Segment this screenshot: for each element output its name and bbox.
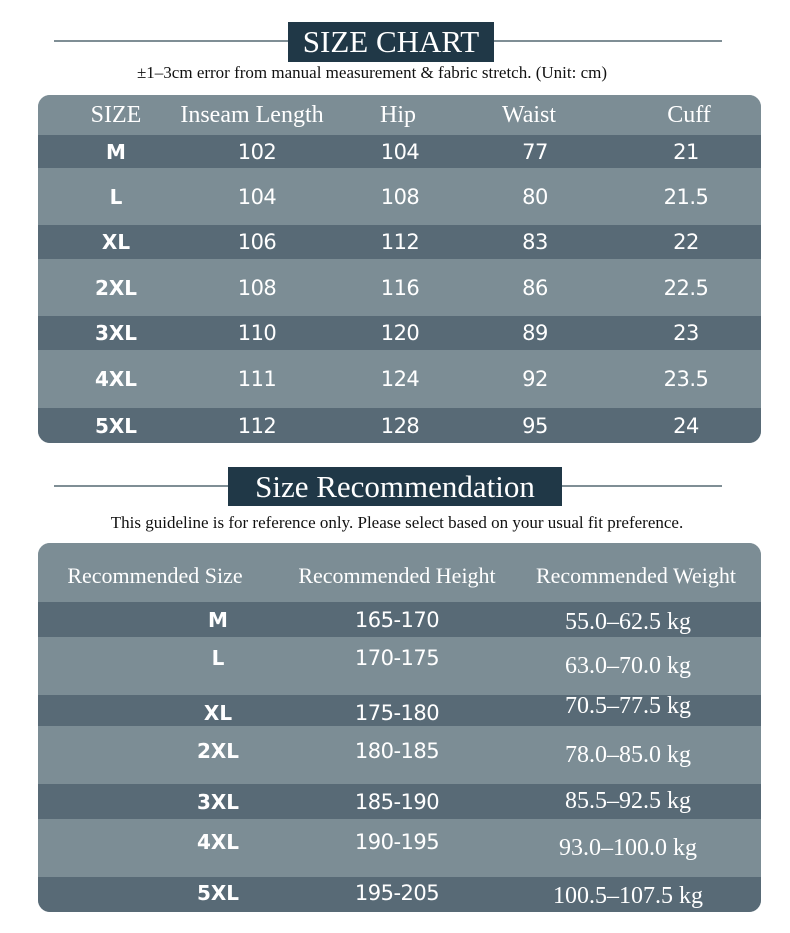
cuff-cell: 21.5: [663, 184, 709, 209]
height-cell: 185-190: [354, 789, 440, 814]
cuff-cell: 21: [673, 139, 699, 164]
hip-cell: 128: [380, 413, 420, 438]
column-header-cuff: Cuff: [667, 101, 711, 128]
column-header-recommended-weight: Recommended Weight: [535, 562, 737, 588]
size-cell: XL: [203, 700, 233, 725]
hip-cell: 112: [380, 230, 420, 254]
column-header-waist: Waist: [501, 101, 557, 128]
recommendation-rule-right: [560, 485, 722, 487]
height-cell: 165-170: [354, 607, 440, 632]
height-cell: 195-205: [354, 880, 440, 905]
size-cell: 4XL: [196, 830, 240, 854]
inseam-cell: 112: [237, 413, 277, 438]
waist-cell: 89: [522, 321, 548, 345]
size-cell: 3XL: [94, 321, 138, 345]
weight-cell: 55.0–62.5 kg: [565, 609, 691, 635]
size-chart-note: ±1–3cm error from manual measurement & f…: [136, 63, 608, 82]
table-row: 5XL 112 128 95 24: [38, 408, 761, 443]
inseam-cell: 104: [237, 184, 277, 209]
inseam-cell: 111: [237, 367, 277, 391]
column-header-size: SIZE: [90, 101, 142, 128]
size-chart-header-row: SIZE Inseam Length Hip Waist Cuff: [38, 95, 761, 135]
column-header-inseam: Inseam Length: [180, 101, 324, 128]
inseam-cell: 110: [237, 321, 277, 345]
inseam-cell: 102: [237, 139, 277, 164]
table-row: L 170-175 63.0–70.0 kg: [38, 637, 761, 695]
hip-cell: 108: [380, 184, 420, 209]
size-cell: 4XL: [94, 367, 138, 391]
size-chart-rule-left: [54, 40, 294, 42]
recommendation-title: Size Recommendation: [228, 467, 562, 506]
size-cell: M: [208, 607, 228, 632]
cuff-cell: 24: [673, 413, 699, 438]
waist-cell: 92: [522, 367, 548, 391]
table-row: 4XL 190-195 93.0–100.0 kg: [38, 819, 761, 877]
weight-cell: 70.5–77.5 kg: [565, 693, 691, 719]
column-header-hip: Hip: [380, 101, 416, 128]
table-row: XL 175-180 70.5–77.5 kg: [38, 693, 761, 726]
recommendation-rule-left: [54, 485, 234, 487]
column-header-recommended-size: Recommended Size: [67, 562, 243, 588]
table-row: M 165-170 55.0–62.5 kg: [38, 602, 761, 637]
size-cell: 5XL: [196, 880, 240, 905]
weight-cell: 78.0–85.0 kg: [565, 741, 691, 768]
column-header-recommended-height: Recommended Height: [298, 562, 496, 588]
waist-cell: 95: [522, 413, 548, 438]
hip-cell: 120: [380, 321, 420, 345]
recommendation-table: Recommended Size Recommended Height Reco…: [38, 543, 761, 912]
hip-cell: 124: [380, 367, 420, 391]
recommendation-note: This guideline is for reference only. Pl…: [110, 513, 684, 532]
table-row: 2XL 180-185 78.0–85.0 kg: [38, 726, 761, 784]
size-cell: 5XL: [94, 413, 138, 438]
height-cell: 190-195: [354, 830, 440, 854]
recommendation-header-row: Recommended Size Recommended Height Reco…: [38, 543, 761, 602]
size-cell: 2XL: [196, 739, 240, 763]
size-chart-title: SIZE CHART: [288, 22, 494, 62]
inseam-cell: 106: [237, 230, 277, 254]
cuff-cell: 23.5: [663, 367, 709, 391]
cuff-cell: 22: [673, 230, 699, 254]
size-cell: L: [109, 184, 123, 209]
weight-cell: 100.5–107.5 kg: [553, 883, 703, 909]
waist-cell: 77: [522, 139, 548, 164]
height-cell: 170-175: [354, 646, 440, 670]
size-cell: M: [106, 139, 126, 164]
table-row: 3XL 185-190 85.5–92.5 kg: [38, 784, 761, 819]
hip-cell: 116: [380, 275, 420, 300]
table-row: 3XL 110 120 89 23: [38, 316, 761, 350]
size-chart-rule-right: [490, 40, 722, 42]
table-row: 4XL 111 124 92 23.5: [38, 350, 761, 408]
table-row: 5XL 195-205 100.5–107.5 kg: [38, 877, 761, 912]
size-cell: XL: [101, 230, 131, 254]
size-chart-table: SIZE Inseam Length Hip Waist Cuff M 102 …: [38, 95, 761, 443]
waist-cell: 80: [522, 184, 548, 209]
table-row: XL 106 112 83 22: [38, 225, 761, 259]
weight-cell: 85.5–92.5 kg: [565, 788, 691, 814]
waist-cell: 86: [522, 275, 548, 300]
hip-cell: 104: [380, 139, 420, 164]
size-cell: L: [211, 646, 225, 670]
cuff-cell: 22.5: [663, 275, 709, 300]
table-row: L 104 108 80 21.5: [38, 168, 761, 225]
size-cell: 2XL: [94, 275, 138, 300]
table-row: 2XL 108 116 86 22.5: [38, 259, 761, 316]
table-row: M 102 104 77 21: [38, 135, 761, 168]
height-cell: 175-180: [354, 700, 440, 725]
weight-cell: 63.0–70.0 kg: [565, 652, 691, 679]
size-cell: 3XL: [196, 789, 240, 814]
weight-cell: 93.0–100.0 kg: [559, 834, 697, 861]
waist-cell: 83: [522, 230, 548, 254]
height-cell: 180-185: [354, 739, 440, 763]
inseam-cell: 108: [237, 275, 277, 300]
cuff-cell: 23: [673, 321, 699, 345]
